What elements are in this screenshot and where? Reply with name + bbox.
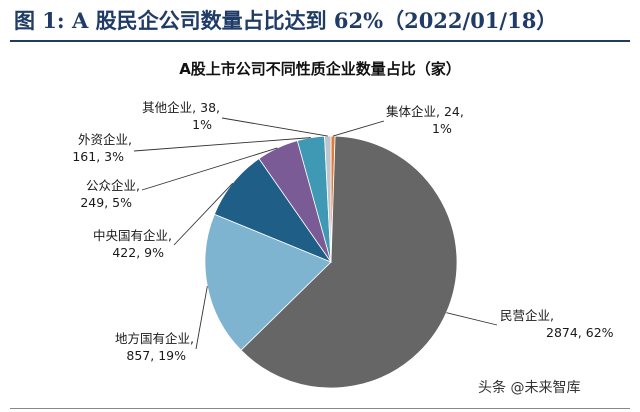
- pie-slice: [240, 135, 458, 389]
- slice-label-line1: 地方国有企业,: [115, 331, 194, 346]
- leader-line: [173, 182, 233, 246]
- slice-label: 公众企业, 249, 5%: [80, 178, 140, 210]
- leader-line: [141, 147, 278, 191]
- slice-label: 其他企业, 38, 1%: [142, 100, 220, 132]
- bottom-rule: [10, 408, 630, 409]
- figure-title: 图 1: A 股民企公司数量占比达到 62%（2022/01/18）: [14, 8, 558, 33]
- chart-title: A股上市公司不同性质企业数量占比（家）: [179, 60, 461, 78]
- slice-label-line1: 其他企业, 38,: [142, 100, 220, 115]
- leader-line: [332, 120, 385, 137]
- slice-label-line1: 外资企业,: [78, 132, 132, 147]
- slice-label: 中央国有企业, 422, 9%: [93, 228, 172, 260]
- slice-label-line2: 161, 3%: [72, 149, 124, 164]
- slice-label: 地方国有企业, 857, 19%: [115, 331, 194, 363]
- slice-label: 民营企业, 2874, 62%: [500, 308, 614, 340]
- slice-label-line1: 中央国有企业,: [93, 228, 172, 243]
- slice-label: 集体企业, 24, 1%: [386, 104, 464, 136]
- leader-line: [221, 117, 328, 137]
- slice-label-line2: 249, 5%: [80, 195, 132, 210]
- leader-line: [195, 286, 208, 350]
- leader-line: [446, 312, 498, 326]
- slice-label: 外资企业, 161, 3%: [72, 132, 132, 164]
- slice-label-line1: 集体企业, 24,: [386, 104, 464, 119]
- slice-label-line1: 民营企业,: [500, 308, 554, 323]
- slice-label-line1: 公众企业,: [86, 178, 140, 193]
- slice-label-line2: 422, 9%: [112, 245, 164, 260]
- leader-line: [133, 137, 311, 152]
- slice-label-line2: 2874, 62%: [546, 325, 614, 340]
- slice-label-line2: 857, 19%: [126, 348, 186, 363]
- slice-label-line2: 1%: [192, 117, 212, 132]
- slice-label-line2: 1%: [432, 121, 452, 136]
- watermark: 头条 @未来智库: [478, 380, 581, 396]
- title-rule: [10, 40, 630, 42]
